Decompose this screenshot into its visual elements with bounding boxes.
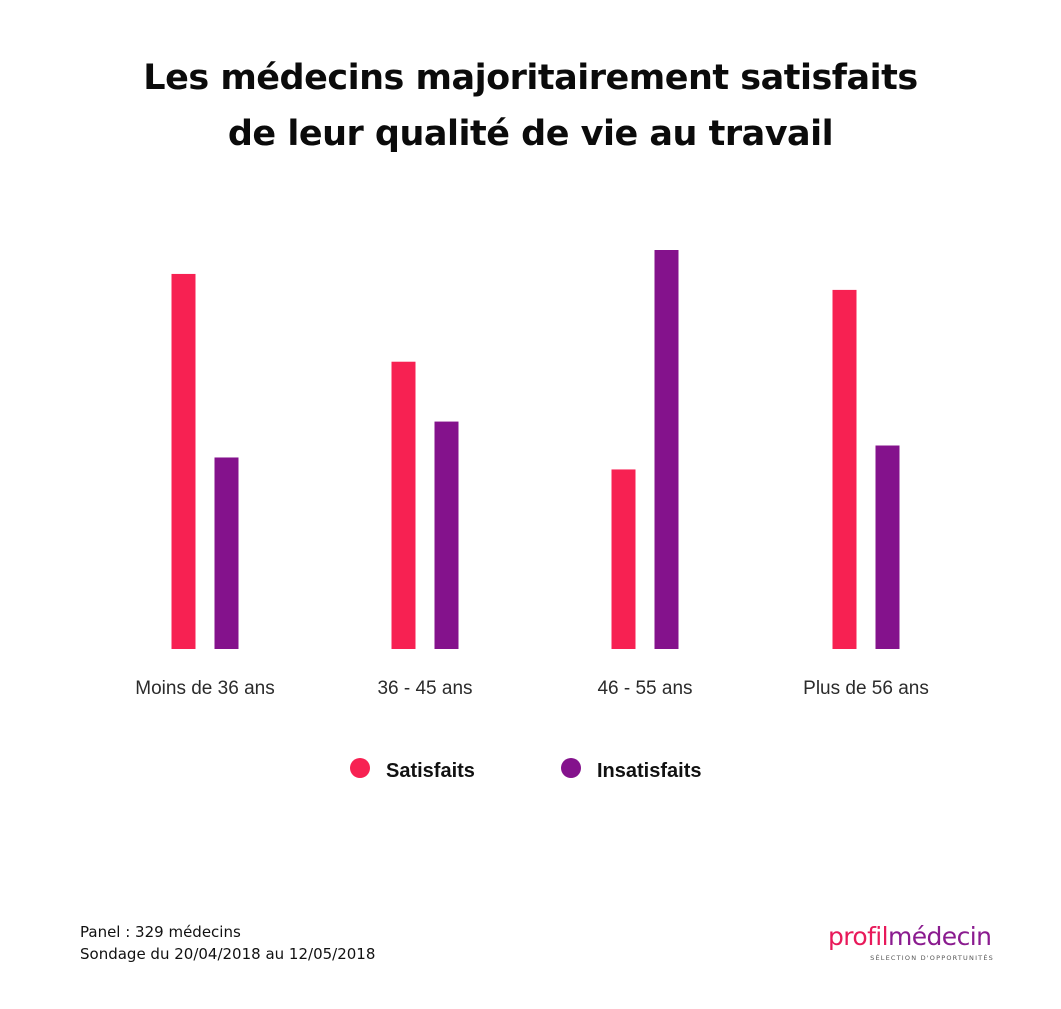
- bar-insatisfaits-36-45-ans: [434, 421, 459, 649]
- bar-insatisfaits-46-55-ans: [654, 250, 679, 649]
- logo-word-part-1: profil: [828, 922, 889, 951]
- logo-tagline: SÉLECTION D'OPPORTUNITÉS: [870, 954, 994, 962]
- legend-label-satisfaits: Satisfaits: [386, 760, 475, 782]
- logo-word-part-2: médecin: [888, 922, 992, 951]
- bars-group: [171, 250, 900, 649]
- footnote-panel: Panel : 329 médecins: [80, 923, 241, 941]
- bar-insatisfaits-plus-de-56-ans: [875, 445, 900, 649]
- chart-title-line-2: de leur qualité de vie au travail: [227, 114, 834, 154]
- bar-satisfaits-moins-de-36-ans: [171, 273, 196, 649]
- legend-marker-insatisfaits: [561, 758, 581, 778]
- footnote-survey-dates: Sondage du 20/04/2018 au 12/05/2018: [80, 945, 376, 963]
- x-tick-labels: Moins de 36 ans 36 - 45 ans 46 - 55 ans Plu…: [135, 678, 929, 699]
- brand-logo: profilmédecin SÉLECTION D'OPPORTUNITÉS: [828, 922, 1000, 970]
- bar-satisfaits-36-45-ans: [391, 361, 416, 649]
- bar-insatisfaits-moins-de-36-ans: [214, 457, 239, 649]
- chart-title: Les médecins majoritairement satisfaits …: [0, 50, 1061, 162]
- x-tick-label: 36 - 45 ans: [377, 678, 472, 699]
- chart-title-line-1: Les médecins majoritairement satisfaits: [143, 58, 918, 98]
- x-tick-label: Plus de 56 ans: [803, 678, 929, 699]
- legend-label-insatisfaits: Insatisfaits: [597, 760, 701, 782]
- chart-legend: Satisfaits Insatisfaits: [350, 758, 701, 782]
- footnote: Panel : 329 médecins Sondage du 20/04/20…: [80, 921, 375, 965]
- x-tick-label: 46 - 55 ans: [597, 678, 692, 699]
- bar-satisfaits-plus-de-56-ans: [832, 289, 857, 649]
- x-tick-label: Moins de 36 ans: [135, 678, 274, 699]
- legend-marker-satisfaits: [350, 758, 370, 778]
- bar-satisfaits-46-55-ans: [611, 469, 636, 649]
- logo-wordmark: profilmédecin: [828, 922, 1000, 952]
